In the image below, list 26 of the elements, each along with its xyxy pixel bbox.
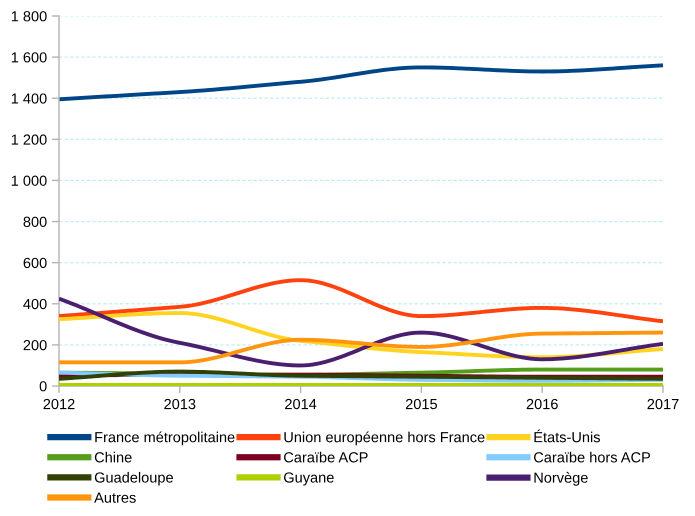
legend-label: Caraïbe ACP — [284, 452, 368, 462]
legend-label: États-Unis — [534, 430, 600, 442]
x-tick-label: 2012 — [44, 398, 74, 410]
y-tick-label: 400 — [23, 298, 47, 310]
y-tick-label: 1 200 — [12, 134, 47, 145]
legend-label: Norvège — [534, 472, 588, 486]
x-tick-label: 2017 — [648, 398, 678, 410]
legend-label: Autres — [94, 492, 136, 503]
y-tick-label: 1 000 — [12, 176, 47, 186]
legend-label: Caraïbe hors ACP — [534, 452, 650, 462]
x-tick-label: 2015 — [406, 398, 438, 410]
legend-label: Union européenne hors France — [284, 431, 485, 446]
x-tick-label: 2013 — [164, 398, 196, 410]
y-tick-label: 600 — [24, 258, 47, 268]
legend-label: Guadeloupe — [94, 472, 173, 486]
y-tick-label: 0 — [40, 381, 47, 392]
y-tick-label: 800 — [24, 216, 47, 227]
y-tick-label: 200 — [24, 340, 47, 350]
y-tick-label: 1 800 — [12, 11, 47, 22]
x-tick-label: 2016 — [526, 398, 558, 410]
y-tick-label: 1 400 — [12, 93, 47, 104]
x-tick-label: 2014 — [285, 398, 316, 410]
legend-label: Guyane — [284, 472, 334, 486]
legend-label: Chine — [94, 452, 132, 462]
legend-label: France métropolitaine — [95, 431, 235, 446]
y-tick-label: 1 600 — [12, 52, 47, 63]
